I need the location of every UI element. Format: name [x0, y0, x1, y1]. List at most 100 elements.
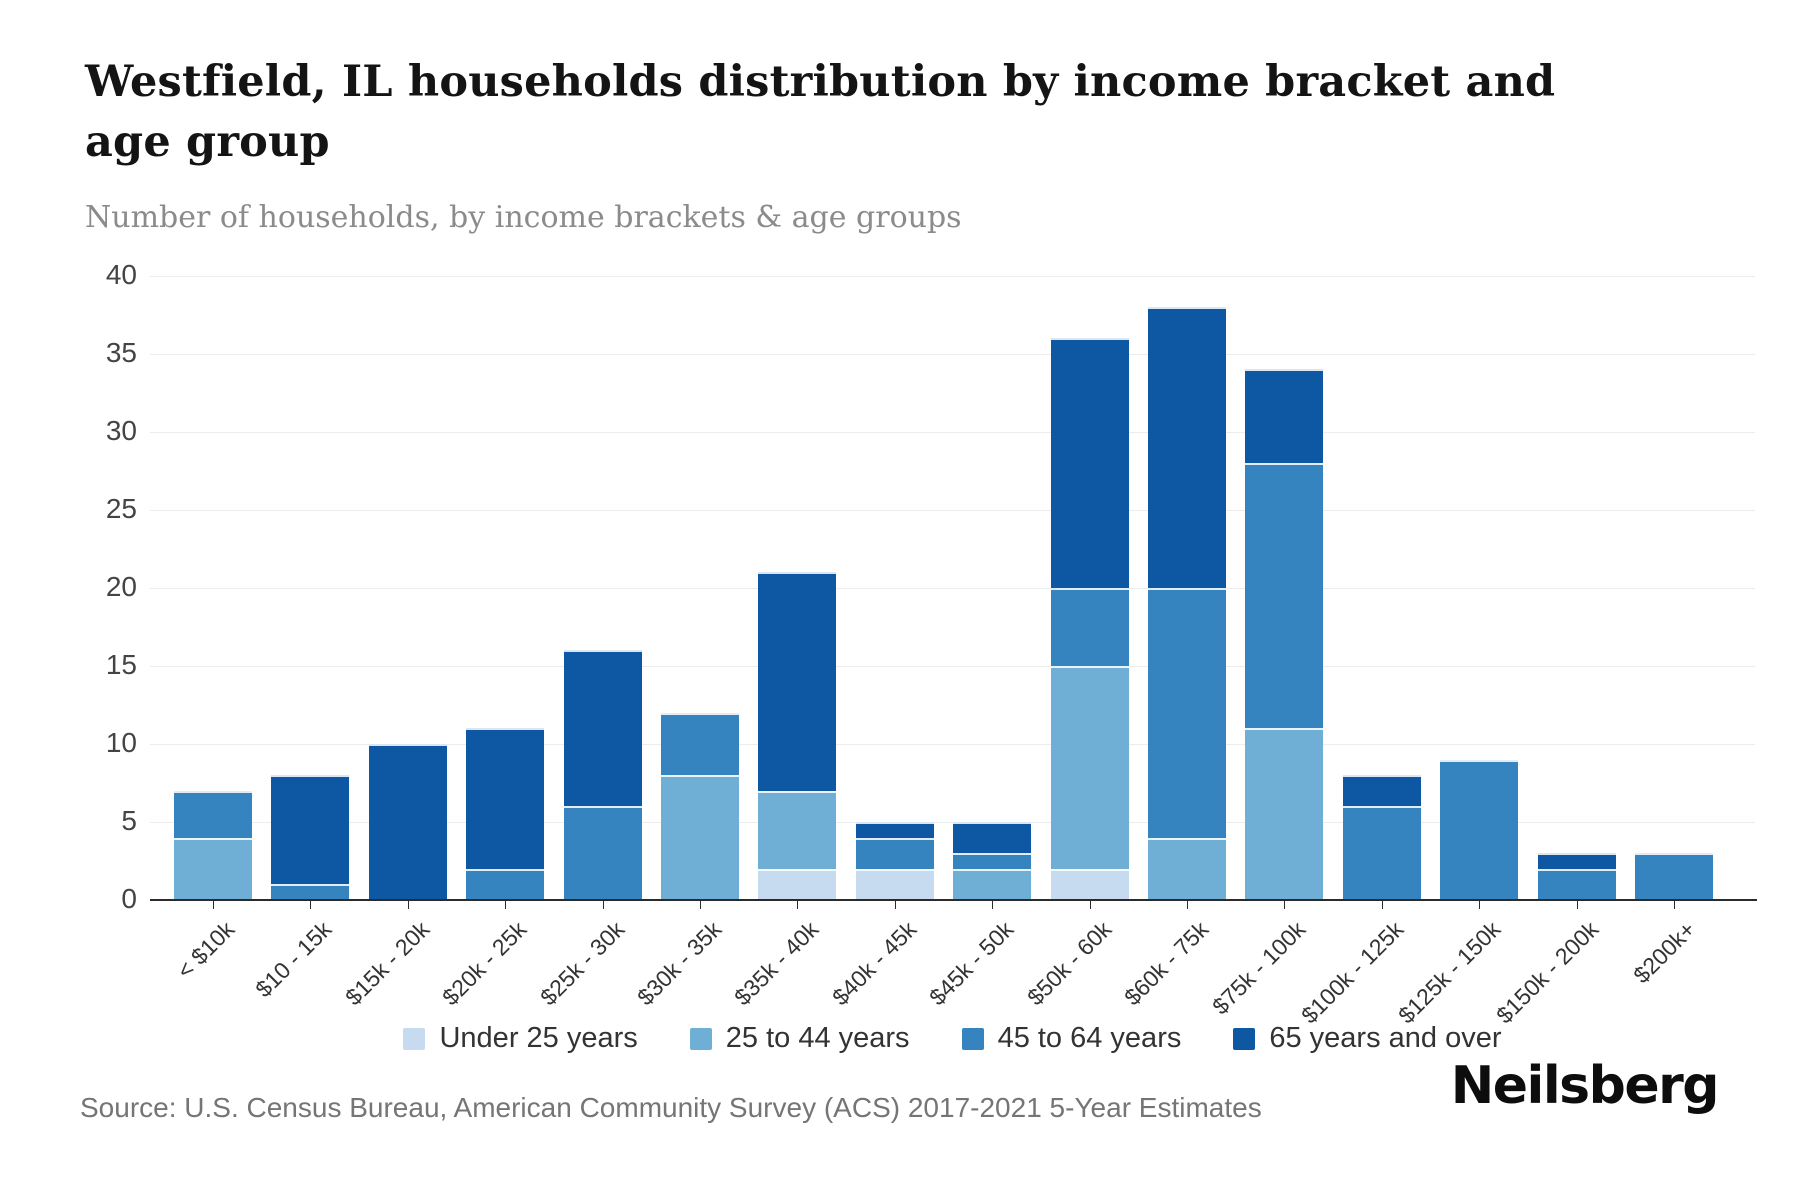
x-axis-tick-label: $45k - 50k: [924, 916, 1019, 1011]
page-subtitle: Number of households, by income brackets…: [85, 200, 962, 235]
x-axis-tick: [1674, 901, 1675, 909]
gridline-25: [150, 509, 1755, 511]
x-axis-tick-label: $30k - 35k: [632, 916, 727, 1011]
x-axis-tick-label: $60k - 75k: [1119, 916, 1214, 1011]
y-axis-tick-label: 30: [105, 414, 137, 446]
legend-label: 25 to 44 years: [725, 1022, 910, 1054]
y-axis-tick-label: 5: [121, 804, 137, 836]
bar--10-15k: [271, 775, 350, 900]
legend-label: 45 to 64 years: [997, 1022, 1182, 1054]
x-axis-line: [150, 899, 1757, 901]
x-axis-tick-label: $40k - 45k: [826, 916, 922, 1011]
bar-segment-65-years-and-over: [1148, 306, 1226, 588]
x-axis-tick: [505, 901, 507, 909]
y-axis-tick-label: 10: [105, 726, 137, 758]
bar-segment-65-years-and-over: [563, 650, 642, 807]
x-axis-tick: [1576, 901, 1578, 909]
bar-segment-45-to-64-years: [953, 853, 1032, 869]
bar-segment-25-to-44-years: [1245, 728, 1324, 900]
legend-item-25-to-44-years: 25 to 44 years: [689, 1022, 910, 1055]
neilsberg-logo: Neilsberg: [1450, 1056, 1720, 1116]
bar-segment-45-to-64-years: [1440, 759, 1519, 900]
gridline-30: [150, 431, 1755, 433]
x-axis-tick-label: $100k - 125k: [1295, 916, 1409, 1029]
x-axis-tick-label: $75k - 100k: [1207, 916, 1311, 1020]
legend-label: 65 years and over: [1269, 1022, 1502, 1054]
gridline-15: [150, 665, 1755, 667]
x-axis-tick-label: $25k - 30k: [534, 916, 629, 1011]
y-axis-tick-label: 35: [105, 336, 137, 368]
x-axis-tick: [1089, 901, 1091, 909]
x-axis-tick: [1479, 901, 1481, 909]
bar-segment-45-to-64-years: [1245, 462, 1324, 729]
gridline-20: [150, 587, 1755, 589]
legend-item-under-25-years: Under 25 years: [403, 1022, 638, 1055]
legend-swatch: [403, 1027, 426, 1050]
bar-segment-under-25-years: [758, 868, 837, 900]
bar-segment-45-to-64-years: [174, 790, 252, 838]
bar-segment-65-years-and-over: [1050, 338, 1129, 588]
x-axis-tick: [1284, 901, 1286, 909]
gridline-40: [150, 275, 1755, 277]
x-axis-tick: [310, 901, 312, 909]
x-axis-tick-label: $125k - 150k: [1393, 916, 1506, 1029]
legend-item-65-years-and-over: 65 years and over: [1233, 1022, 1502, 1055]
x-axis-tick-label: $20k - 25k: [437, 916, 532, 1011]
x-axis-tick-label: < $10k: [171, 916, 240, 984]
x-axis-tick: [1381, 901, 1383, 909]
legend-label: Under 25 years: [439, 1022, 638, 1054]
bar--45k-50k: [953, 821, 1032, 900]
bar-segment-65-years-and-over: [1342, 775, 1421, 807]
bar--30k-35k: [661, 712, 739, 900]
x-axis-tick-label: $150k - 200k: [1490, 916, 1603, 1029]
bar-segment-25-to-44-years: [661, 775, 739, 900]
bar-segment-45-to-64-years: [563, 806, 642, 900]
bar-segment-65-years-and-over: [1537, 853, 1616, 869]
x-axis-tick: [992, 901, 994, 909]
y-axis-tick-label: 40: [105, 258, 137, 290]
bar-segment-65-years-and-over: [271, 775, 350, 885]
bar-segment-45-to-64-years: [1050, 587, 1129, 666]
bar--60k-75k: [1148, 306, 1226, 900]
x-axis-tick: [1187, 901, 1188, 909]
x-axis-tick: [407, 901, 409, 909]
bar-segment-65-years-and-over: [758, 572, 837, 791]
bar--100k-125k: [1342, 775, 1421, 900]
bar-segment-25-to-44-years: [758, 790, 837, 869]
bar-segment-45-to-64-years: [855, 837, 934, 869]
bar--10k: [174, 790, 252, 900]
x-axis-tick: [797, 901, 799, 909]
x-axis-tick: [894, 901, 896, 909]
bar--35k-40k: [758, 572, 837, 900]
bar--200k+: [1635, 853, 1713, 900]
bar-segment-65-years-and-over: [368, 743, 447, 900]
gridline-10: [150, 743, 1755, 745]
bar-segment-45-to-64-years: [1537, 868, 1616, 900]
x-axis-tick-label: $10 - 15k: [250, 916, 337, 1003]
bar-segment-45-to-64-years: [271, 884, 350, 900]
legend-swatch: [961, 1027, 984, 1050]
source-note: Source: U.S. Census Bureau, American Com…: [80, 1092, 1262, 1123]
bar-segment-45-to-64-years: [466, 868, 545, 900]
chart-legend: Under 25 years 25 to 44 years 45 to 64 yea…: [150, 1022, 1755, 1055]
legend-swatch: [1233, 1027, 1256, 1050]
y-axis-tick-label: 0: [121, 883, 137, 914]
x-axis-tick: [602, 901, 604, 909]
bar-segment-under-25-years: [1050, 868, 1129, 900]
y-axis-tick-label: 25: [105, 492, 137, 524]
bar-segment-25-to-44-years: [1148, 837, 1226, 900]
bar-segment-under-25-years: [855, 868, 934, 900]
bar-segment-45-to-64-years: [661, 712, 739, 776]
legend-item-45-to-64-years: 45 to 64 years: [961, 1022, 1182, 1055]
x-axis-tick-label: $50k - 60k: [1021, 916, 1116, 1011]
x-axis-tick-label: $15k - 20k: [339, 916, 435, 1011]
bar-segment-65-years-and-over: [1245, 369, 1324, 463]
x-axis-tick: [213, 901, 214, 909]
bar-segment-65-years-and-over: [466, 728, 545, 869]
x-axis-tick: [700, 901, 701, 909]
bar-segment-25-to-44-years: [1050, 665, 1129, 869]
bar--50k-60k: [1050, 338, 1129, 900]
y-axis-tick-label: 15: [105, 648, 137, 680]
